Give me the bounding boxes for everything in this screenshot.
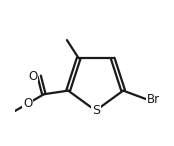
Text: Br: Br <box>147 93 160 106</box>
Text: S: S <box>92 104 100 117</box>
Text: O: O <box>29 69 38 82</box>
Text: O: O <box>23 97 32 110</box>
